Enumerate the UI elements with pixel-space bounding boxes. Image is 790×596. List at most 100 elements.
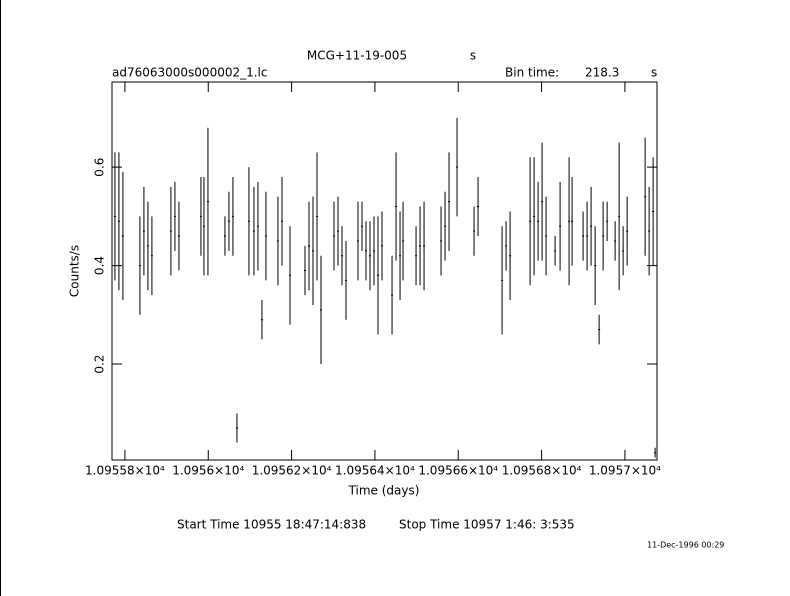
error-bar: [377, 216, 379, 335]
x-axis-label: Time (days): [348, 484, 420, 498]
error-bar: [142, 186, 145, 276]
error-bar: [473, 206, 476, 256]
footer-date: 11-Dec-1996 00:29: [647, 541, 724, 550]
error-bar: [357, 201, 359, 281]
error-bar: [415, 226, 418, 286]
error-bar: [456, 117, 459, 217]
error-bar: [276, 196, 279, 286]
error-bar: [227, 191, 230, 251]
error-bar: [545, 196, 548, 276]
error-bar: [113, 152, 116, 281]
error-bar: [117, 152, 120, 291]
error-bar: [333, 201, 335, 271]
error-bar: [281, 176, 283, 266]
error-bar: [289, 226, 291, 325]
error-bar: [146, 201, 149, 291]
error-bar: [369, 221, 371, 291]
error-bar: [252, 186, 255, 276]
chart-title: MCG+11-19-005: [307, 49, 407, 63]
error-bar: [541, 142, 544, 261]
x-tick-label: 1.09566×10⁴: [418, 464, 498, 478]
title-unit: s: [470, 49, 476, 63]
error-bar: [341, 226, 343, 286]
error-bar: [652, 157, 655, 266]
error-bar: [260, 300, 263, 340]
x-tick-label: 1.09564×10⁴: [335, 464, 415, 478]
bin-time-unit: s: [651, 66, 657, 80]
error-bar: [256, 181, 259, 271]
error-bar: [444, 191, 447, 261]
error-bar: [399, 211, 402, 301]
error-bar: [440, 206, 443, 276]
error-bar: [231, 176, 234, 256]
error-bar: [138, 216, 141, 315]
x-tick-label: 1.09562×10⁴: [252, 464, 332, 478]
error-bar: [337, 196, 339, 266]
error-bar: [626, 196, 629, 266]
x-tick-label: 1.09568×10⁴: [502, 464, 582, 478]
error-bar: [316, 152, 318, 281]
start-time: Start Time 10955 18:47:14:838: [177, 518, 366, 532]
error-bar: [395, 152, 398, 261]
error-bar: [586, 201, 589, 271]
error-bar: [606, 201, 609, 241]
error-bar: [173, 181, 176, 251]
error-bar: [169, 186, 172, 276]
x-tick-label: 1.0956×10⁴: [172, 464, 244, 478]
error-bar: [594, 226, 597, 305]
error-bar: [264, 191, 267, 281]
error-bar: [622, 226, 625, 276]
x-tick-label: 1.0957×10⁴: [589, 464, 661, 478]
error-bar: [320, 255, 322, 365]
error-bar: [312, 196, 314, 305]
error-bar: [448, 152, 451, 251]
error-bar: [509, 211, 512, 301]
error-bar: [206, 127, 209, 276]
y-axis-label: Counts/s: [68, 245, 82, 297]
error-bar: [361, 201, 363, 251]
error-bar: [247, 167, 250, 276]
error-bar: [391, 255, 394, 335]
error-bar: [568, 157, 571, 286]
y-tick-label: 0.4: [93, 256, 107, 275]
error-bar: [582, 211, 585, 261]
y-tick-label: 0.6: [93, 158, 107, 177]
error-bar: [529, 157, 532, 286]
error-bar: [537, 181, 540, 261]
stop-time: Stop Time 10957 1:46: 3:535: [399, 518, 575, 532]
error-bar: [202, 176, 205, 276]
error-bar: [373, 216, 375, 286]
error-bar: [554, 236, 557, 266]
error-bar: [381, 211, 383, 281]
error-bar: [571, 176, 574, 266]
error-bar: [559, 181, 562, 271]
error-bar: [423, 201, 426, 291]
bin-time: 218.3: [585, 66, 619, 80]
error-bar: [648, 186, 651, 276]
error-bar: [402, 201, 405, 281]
error-bar: [199, 176, 202, 256]
error-bar: [618, 142, 621, 291]
error-bar: [121, 172, 124, 301]
error-bar: [304, 245, 306, 296]
error-bar: [235, 413, 238, 443]
error-bar: [501, 226, 504, 335]
error-bar: [505, 221, 508, 271]
x-tick-label: 1.09558×10⁴: [85, 464, 165, 478]
error-bar: [177, 201, 180, 271]
error-bar: [590, 186, 593, 266]
error-bar: [150, 216, 153, 296]
plot-frame: [111, 81, 658, 461]
error-bar: [419, 206, 422, 286]
error-bar: [654, 447, 657, 458]
y-tick-label: 0.2: [93, 354, 107, 373]
error-bar: [614, 221, 617, 261]
error-bar: [644, 137, 647, 256]
error-bar: [345, 240, 347, 320]
bin-time-label: Bin time:: [505, 66, 559, 80]
error-bar: [602, 201, 605, 271]
error-bar: [477, 176, 480, 237]
error-bar: [308, 201, 310, 291]
error-bar: [365, 221, 367, 281]
